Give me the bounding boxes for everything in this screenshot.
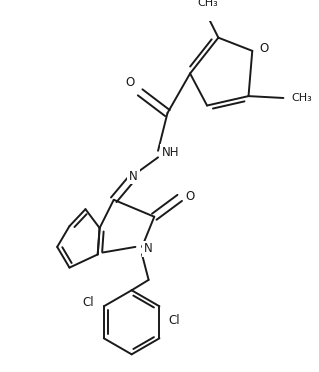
Text: CH₃: CH₃ xyxy=(197,0,219,9)
Text: O: O xyxy=(260,42,269,55)
Text: O: O xyxy=(185,189,195,202)
Text: O: O xyxy=(125,76,135,89)
Text: N: N xyxy=(129,170,138,183)
Text: N: N xyxy=(144,242,153,255)
Text: Cl: Cl xyxy=(83,296,94,309)
Text: CH₃: CH₃ xyxy=(291,93,312,103)
Text: NH: NH xyxy=(162,146,179,159)
Text: Cl: Cl xyxy=(169,314,181,327)
